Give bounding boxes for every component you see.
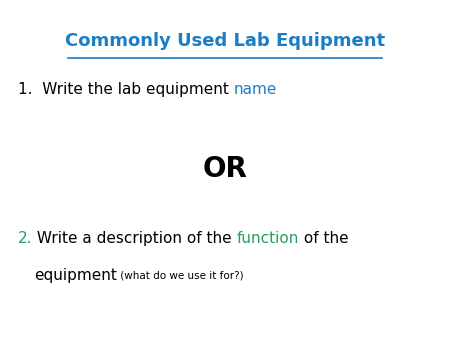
Text: OR: OR [202,155,248,183]
Text: Write a description of the: Write a description of the [32,231,237,246]
Text: (what do we use it for?): (what do we use it for?) [117,270,243,281]
Text: Commonly Used Lab Equipment: Commonly Used Lab Equipment [65,31,385,50]
Text: of the: of the [299,231,349,246]
Text: function: function [237,231,299,246]
Text: name: name [234,82,277,97]
Text: 1.  Write the lab equipment: 1. Write the lab equipment [18,82,234,97]
Text: equipment: equipment [34,268,117,283]
Text: 2.: 2. [18,231,32,246]
